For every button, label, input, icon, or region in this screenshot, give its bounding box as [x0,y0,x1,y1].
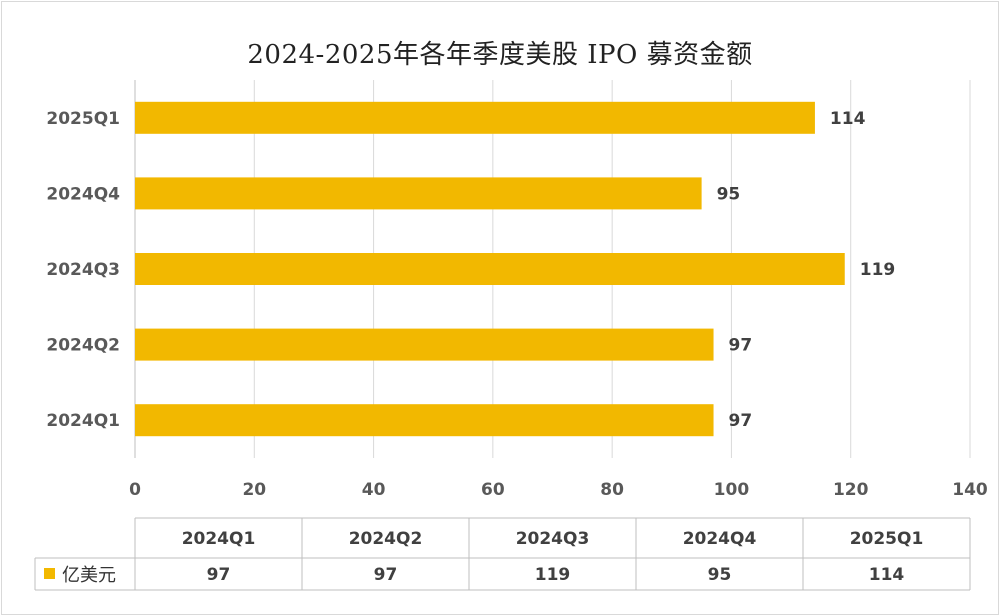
chart-title: 2024-2025年各年季度美股 IPO 募资金额 [247,40,753,70]
data-table: 2024Q1 97 2024Q2 97 2024Q3 119 2024Q4 95 2025Q1 1… [34,517,971,591]
x-tick-label: 60 [481,480,505,500]
bar [135,404,714,437]
table-value-cell: 119 [535,565,571,585]
legend-series-name: 亿美元 [62,565,116,586]
category-label: 2024Q1 [46,411,120,431]
bar [135,253,845,285]
table-header-cell: 2024Q3 [516,529,590,549]
bar [135,328,714,361]
table-value-cell: 97 [374,565,398,585]
x-tick-label: 0 [129,480,141,500]
bar [135,101,815,134]
bar [135,177,702,210]
x-tick-label: 20 [242,480,266,500]
x-tick-label: 40 [362,480,386,500]
category-label: 2024Q3 [46,260,120,280]
data-label: 95 [717,184,741,204]
data-labels: 97 97 119 95 114 [717,109,896,431]
data-label: 97 [729,411,753,431]
x-tick-label: 140 [952,480,988,500]
table-value-cell: 114 [869,565,905,585]
legend-key-swatch [44,568,55,579]
x-tick-label: 120 [833,480,869,500]
table-header-cell: 2025Q1 [850,529,924,549]
table-header-cell: 2024Q2 [349,529,423,549]
data-label: 119 [860,260,896,280]
x-tick-labels: 0 20 40 60 80 100 120 140 [129,480,988,500]
table-header-cell: 2024Q1 [182,529,256,549]
bars [135,101,845,437]
category-label: 2024Q4 [46,184,120,204]
category-label: 2024Q2 [46,336,120,356]
category-label: 2025Q1 [46,109,120,129]
table-value-cell: 95 [708,565,732,585]
x-tick-label: 80 [600,480,624,500]
x-tick-label: 100 [714,480,750,500]
data-label: 114 [830,109,866,129]
table-value-cell: 97 [207,565,231,585]
table-header-cell: 2024Q4 [683,529,757,549]
data-label: 97 [729,336,753,356]
category-labels: 2024Q1 2024Q2 2024Q3 2024Q4 2025Q1 [46,109,120,431]
